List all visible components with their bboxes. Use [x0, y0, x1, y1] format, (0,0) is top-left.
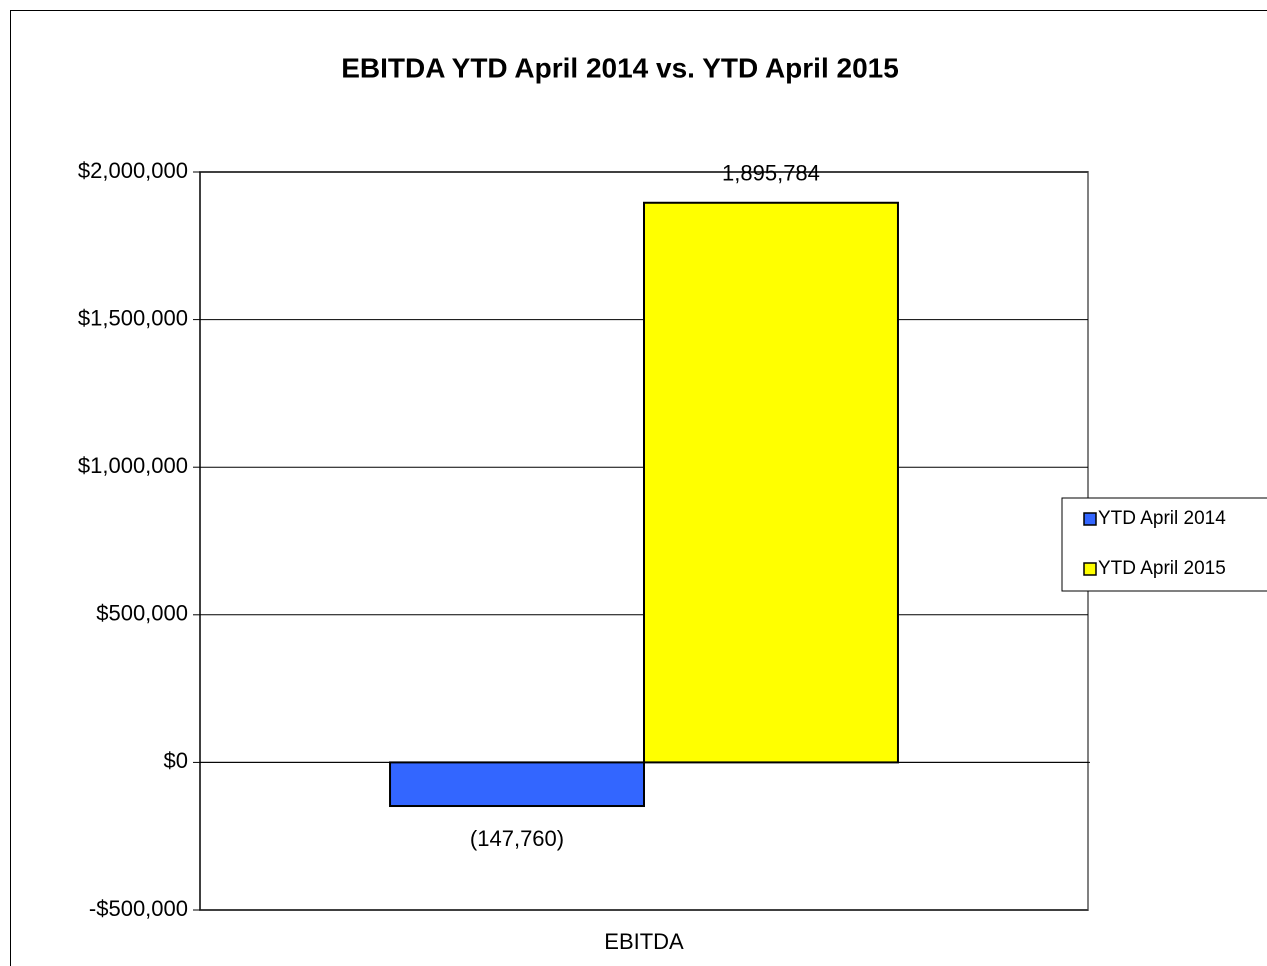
y-tick-label: -$500,000 [89, 896, 188, 921]
legend-swatch [1083, 562, 1097, 576]
y-tick-label: $500,000 [96, 601, 188, 626]
value-label: 1,895,784 [722, 161, 820, 186]
bar [643, 201, 899, 764]
y-tick-label: $0 [164, 748, 188, 773]
y-tick-label: $1,500,000 [78, 305, 188, 330]
chart-title: EBITDA YTD April 2014 vs. YTD April 2015 [341, 52, 899, 83]
x-tick-label: EBITDA [604, 929, 684, 954]
y-tick-label: $2,000,000 [78, 158, 188, 183]
legend-label: YTD April 2014 [1098, 508, 1226, 529]
bar [389, 761, 646, 808]
value-label: (147,760) [470, 826, 564, 851]
legend-label: YTD April 2015 [1098, 558, 1226, 579]
legend-swatch [1083, 512, 1097, 526]
y-tick-label: $1,000,000 [78, 453, 188, 478]
